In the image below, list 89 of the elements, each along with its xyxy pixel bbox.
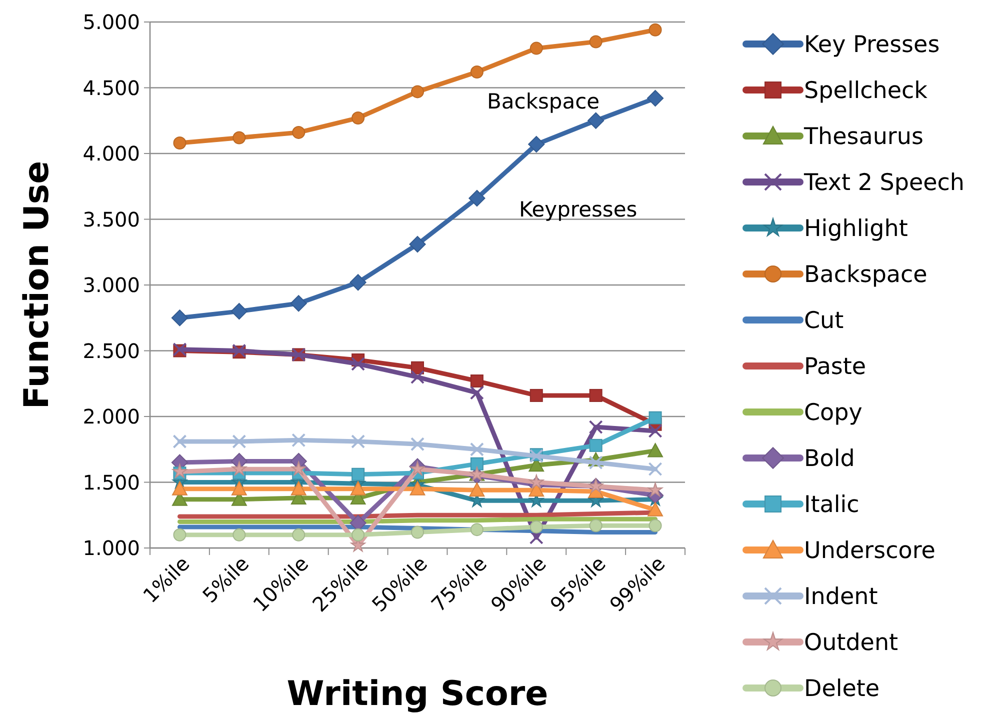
point	[648, 442, 663, 458]
point	[173, 528, 186, 542]
y-tick-label: 3.500	[82, 207, 140, 232]
point	[172, 481, 188, 496]
point	[530, 520, 543, 534]
y-tick-label: 2.500	[82, 338, 140, 363]
point	[588, 112, 604, 129]
legend-label: Backspace	[804, 262, 928, 288]
point	[411, 85, 424, 98]
point	[171, 310, 188, 326]
point	[469, 482, 485, 497]
point	[352, 111, 365, 124]
point	[529, 474, 544, 489]
point	[292, 126, 306, 139]
annotation: Backspace	[487, 89, 600, 114]
point	[351, 434, 366, 448]
y-tick-label: 4.500	[82, 76, 140, 100]
point	[410, 481, 426, 496]
point	[230, 303, 248, 320]
point	[646, 90, 664, 107]
x-axis-title: Writing Score	[286, 674, 548, 714]
legend-label: Spellcheck	[804, 78, 928, 104]
point	[648, 502, 663, 516]
legend-label: Italic	[804, 492, 860, 518]
point	[232, 461, 247, 476]
y-tick-label: 1.500	[82, 470, 140, 494]
point	[468, 190, 486, 207]
point	[528, 136, 545, 153]
legend-label: Bold	[804, 446, 855, 472]
point	[232, 434, 246, 448]
point	[290, 295, 307, 312]
point	[352, 528, 365, 542]
point	[172, 464, 188, 478]
point	[172, 434, 187, 448]
point	[232, 131, 246, 144]
point	[589, 519, 602, 532]
point	[232, 528, 246, 542]
y-tick-label: 3.000	[82, 273, 140, 297]
point	[352, 468, 365, 481]
legend-label: Underscore	[804, 538, 936, 564]
y-tick-label: 4.000	[82, 142, 140, 166]
point	[589, 388, 602, 402]
point	[589, 35, 602, 48]
legend-label: Key Presses	[804, 32, 940, 58]
point	[588, 456, 603, 470]
point	[410, 461, 425, 476]
y-tick-label: 2.000	[82, 404, 140, 428]
point	[648, 462, 662, 476]
legend-label: Delete	[804, 676, 880, 702]
y-tick-label: 1.000	[82, 536, 140, 560]
point	[409, 236, 426, 253]
point	[648, 411, 662, 424]
legend-label: Cut	[804, 308, 844, 334]
point	[411, 526, 424, 539]
point	[588, 420, 603, 434]
legend-label: Thesaurus	[803, 124, 924, 150]
point	[530, 388, 543, 402]
point	[470, 442, 484, 456]
legend-label: Highlight	[804, 216, 908, 242]
point	[231, 481, 247, 496]
point	[470, 374, 484, 388]
point	[470, 65, 484, 78]
point	[648, 23, 662, 36]
point	[470, 457, 484, 470]
legend-label: Outdent	[804, 630, 898, 656]
legend-label: Paste	[804, 354, 866, 380]
point	[648, 482, 663, 496]
point	[292, 528, 306, 542]
point	[350, 274, 366, 291]
legend-label: Indent	[804, 584, 878, 610]
y-axis-title: Function Use	[17, 160, 57, 410]
point	[589, 438, 602, 452]
point	[530, 42, 543, 55]
point	[470, 523, 484, 536]
legend-label: Text 2 Speech	[803, 170, 964, 196]
point	[410, 370, 424, 384]
point	[173, 136, 186, 150]
point	[350, 481, 366, 496]
point	[648, 519, 662, 532]
point	[648, 424, 662, 438]
annotation: Keypresses	[519, 197, 638, 222]
point	[410, 437, 424, 452]
point	[351, 356, 366, 371]
legend-label: Copy	[804, 400, 862, 426]
point	[290, 481, 306, 496]
y-tick-label: 5.000	[82, 10, 140, 34]
point	[292, 433, 306, 448]
point	[470, 386, 484, 400]
point	[291, 461, 306, 476]
